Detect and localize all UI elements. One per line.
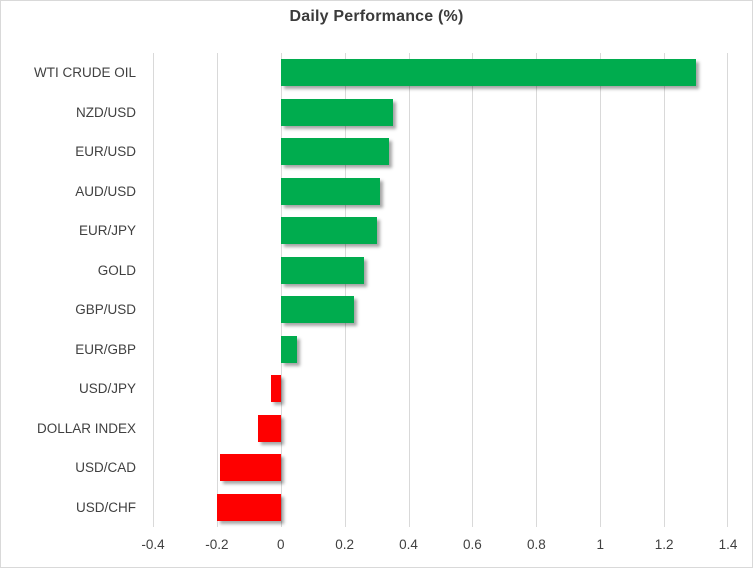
gridline	[600, 53, 602, 527]
category-label: GOLD	[97, 262, 136, 278]
value-axis: -0.4 -0.2 0 0.2 0.4 0.6 0.8 1 1.2 1.4	[1, 537, 752, 559]
category-label: AUD/USD	[75, 183, 136, 199]
gridline	[536, 53, 538, 527]
bar-usd-cad	[220, 454, 281, 482]
bar-eur-gbp	[280, 335, 297, 363]
category-axis: WTI CRUDE OIL NZD/USD EUR/USD AUD/USD EUR/JP…	[1, 53, 136, 527]
bar-eur-usd	[280, 138, 390, 166]
gridline	[216, 53, 218, 527]
x-tick-label: 1	[596, 537, 604, 552]
category-label: EUR/USD	[75, 144, 136, 159]
category-label: DOLLAR INDEX	[36, 420, 136, 436]
x-tick-label: 0.2	[335, 537, 355, 552]
x-tick-label: 0.4	[399, 537, 418, 552]
gridline	[153, 53, 154, 527]
plot-area	[153, 53, 728, 527]
bar-gold	[280, 256, 364, 284]
category-label: USD/CAD	[75, 460, 136, 475]
bar-eur-jpy	[280, 217, 377, 245]
gridline	[472, 53, 474, 527]
category-label: USD/CHF	[76, 499, 136, 515]
category-label: EUR/GBP	[75, 341, 136, 357]
x-tick-label: 0.6	[463, 537, 482, 552]
category-label: NZD/USD	[76, 104, 136, 120]
x-tick-label: -0.2	[205, 537, 229, 552]
gridline	[280, 53, 282, 527]
gridline	[727, 53, 728, 527]
bar-nzd-usd	[280, 98, 393, 126]
bar-wti-crude-oil	[280, 59, 697, 87]
x-tick-label: 0	[277, 537, 285, 552]
chart-title: Daily Performance (%)	[289, 8, 464, 25]
x-tick-label: -0.4	[141, 537, 165, 552]
category-label: WTI CRUDE OIL	[33, 65, 136, 80]
gridline	[344, 53, 346, 527]
gridline	[664, 53, 666, 527]
bar-dollar-index	[258, 414, 281, 442]
bar-usd-jpy	[271, 375, 281, 403]
gridline	[408, 53, 410, 527]
category-label: GBP/USD	[75, 302, 136, 317]
bar-gbp-usd	[280, 296, 355, 324]
bar-aud-usd	[280, 177, 380, 205]
x-tick-label: 1.2	[654, 537, 674, 552]
x-tick-label: 0.8	[526, 537, 546, 552]
bar-usd-chf	[216, 493, 281, 521]
x-tick-label: 1.4	[718, 537, 738, 552]
category-label: EUR/JPY	[78, 223, 136, 238]
category-label: USD/JPY	[78, 381, 136, 396]
